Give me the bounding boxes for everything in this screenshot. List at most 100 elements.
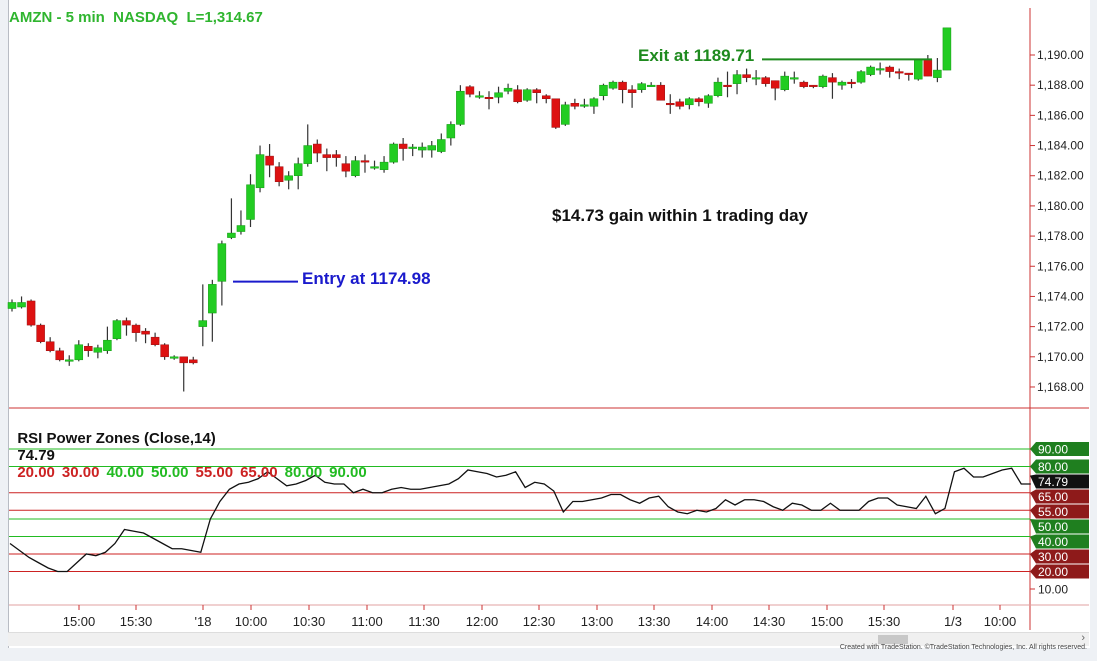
price-axis-label: 1,172.00 bbox=[1037, 320, 1084, 334]
rsi-level-tag-bg bbox=[1030, 489, 1089, 504]
candle bbox=[618, 80, 627, 104]
gain-annotation: $14.73 gain within 1 trading day bbox=[552, 206, 809, 225]
rsi-level-list: 20.00 30.00 40.00 50.00 55.00 65.00 80.00 90.00 bbox=[17, 464, 373, 481]
scrollbar-thumb[interactable] bbox=[878, 635, 908, 644]
candle-body bbox=[666, 103, 675, 106]
candle bbox=[503, 83, 513, 95]
candle-body bbox=[408, 146, 417, 149]
rsi-level-tag-text: 90.00 bbox=[1038, 443, 1068, 457]
candle-body bbox=[131, 324, 141, 333]
time-axis-label: 10:00 bbox=[984, 614, 1017, 629]
candle-body bbox=[809, 84, 818, 87]
candle-body bbox=[112, 320, 122, 339]
candle-body bbox=[227, 232, 236, 238]
candle-body bbox=[265, 155, 274, 166]
candle bbox=[255, 145, 265, 193]
candle-body bbox=[427, 145, 437, 151]
candle-body bbox=[885, 66, 894, 72]
rsi-level-tag-bg bbox=[1030, 442, 1089, 456]
candle bbox=[475, 91, 484, 99]
candle-body bbox=[541, 95, 551, 100]
candle-body bbox=[322, 154, 332, 158]
candle bbox=[246, 174, 255, 228]
candle-body bbox=[36, 324, 45, 342]
candle bbox=[589, 97, 599, 114]
candle-body bbox=[122, 320, 131, 326]
candle bbox=[236, 210, 246, 235]
rsi-level-tag: 90.00 bbox=[1030, 442, 1089, 457]
rsi-level-tag-text: 40.00 bbox=[1038, 535, 1068, 549]
candle bbox=[570, 98, 580, 110]
candle bbox=[866, 65, 875, 77]
candle bbox=[818, 74, 828, 89]
candle bbox=[64, 355, 74, 366]
candle-body bbox=[761, 77, 770, 84]
candle-body bbox=[513, 89, 522, 103]
price-axis-label: 1,170.00 bbox=[1037, 350, 1084, 364]
time-axis-label: 14:00 bbox=[696, 614, 729, 629]
candle bbox=[790, 71, 799, 84]
time-axis-label: 12:00 bbox=[466, 614, 499, 629]
candle bbox=[513, 85, 522, 104]
candle-body bbox=[561, 104, 570, 125]
candle-body bbox=[360, 160, 370, 163]
candle-body bbox=[246, 184, 255, 220]
candle-body bbox=[93, 347, 103, 353]
candle bbox=[160, 343, 169, 360]
copyright-footer: Created with TradeStation. ©TradeStation… bbox=[839, 644, 1087, 651]
candle bbox=[74, 340, 84, 362]
candle bbox=[751, 70, 761, 86]
candle-body bbox=[914, 59, 923, 80]
candle bbox=[408, 144, 417, 157]
candle-body bbox=[332, 154, 341, 158]
candle-body bbox=[398, 143, 408, 149]
candle bbox=[198, 284, 208, 347]
rsi-level-tag: 80.00 bbox=[1030, 459, 1089, 474]
rsi-level-label: 55.00 bbox=[195, 464, 234, 481]
candle bbox=[770, 80, 780, 101]
candle bbox=[666, 94, 675, 114]
scroll-right-arrow-icon[interactable]: › bbox=[1081, 632, 1085, 644]
candle bbox=[723, 71, 732, 98]
candle bbox=[561, 101, 570, 126]
candle bbox=[761, 76, 770, 87]
candle bbox=[894, 68, 904, 80]
candle bbox=[694, 97, 704, 107]
candle-body bbox=[160, 344, 169, 358]
candle bbox=[494, 86, 503, 104]
candle bbox=[303, 124, 312, 167]
candle bbox=[265, 144, 274, 178]
candle-body bbox=[551, 98, 561, 128]
candle bbox=[379, 156, 389, 173]
rsi-level-tag: 30.00 bbox=[1030, 549, 1089, 564]
candle bbox=[608, 80, 618, 90]
rsi-level-label: 80.00 bbox=[284, 464, 323, 481]
time-axis-label: 14:30 bbox=[753, 614, 786, 629]
time-axis-label: 15:30 bbox=[120, 614, 153, 629]
candle-body bbox=[351, 160, 360, 176]
rsi-axis-label-text: 10.00 bbox=[1038, 583, 1068, 597]
candle-body bbox=[894, 71, 904, 74]
candle-body bbox=[341, 163, 351, 172]
horizontal-scrollbar[interactable]: › bbox=[8, 632, 1089, 646]
candle-body bbox=[7, 302, 17, 309]
candle-body bbox=[293, 163, 303, 176]
candle-body bbox=[751, 77, 761, 80]
candle-body bbox=[656, 84, 665, 101]
candle-body bbox=[589, 98, 599, 107]
rsi-level-tag-bg bbox=[1030, 459, 1089, 474]
price-axis-label: 1,184.00 bbox=[1037, 139, 1084, 153]
candle-body bbox=[236, 225, 246, 232]
candle-body bbox=[599, 84, 608, 96]
rsi-level-label: 40.00 bbox=[106, 464, 144, 481]
candle-body bbox=[646, 84, 656, 87]
candle-body bbox=[17, 302, 26, 308]
rsi-level-tag-text: 65.00 bbox=[1038, 490, 1068, 504]
candle bbox=[742, 68, 751, 83]
candle-body bbox=[475, 95, 484, 98]
rsi-level-label: 20.00 bbox=[17, 464, 55, 481]
time-axis-label: 1/3 bbox=[944, 614, 962, 629]
candle bbox=[322, 148, 332, 172]
price-axis-label: 1,180.00 bbox=[1037, 199, 1084, 213]
